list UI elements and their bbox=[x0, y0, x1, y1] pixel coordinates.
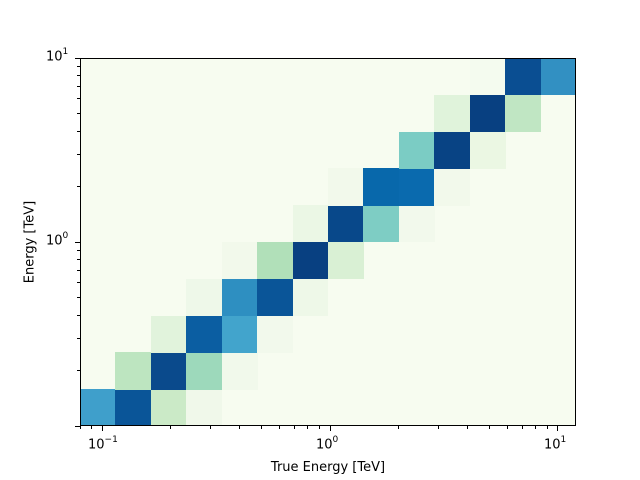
heatmap-cell bbox=[540, 58, 577, 96]
heatmap-cell bbox=[186, 389, 223, 427]
tick-mark bbox=[77, 314, 80, 316]
tick-mark bbox=[79, 426, 81, 429]
tick-mark bbox=[170, 426, 172, 429]
heatmap-cell bbox=[398, 131, 435, 169]
tick-mark bbox=[307, 426, 309, 429]
tick-mark bbox=[77, 249, 80, 251]
y-tick-label: 100 bbox=[46, 231, 69, 249]
tick-mark bbox=[260, 426, 262, 429]
heatmap-cell bbox=[505, 94, 542, 133]
tick-mark bbox=[557, 426, 559, 431]
heatmap-cell bbox=[186, 278, 223, 317]
heatmap-cell bbox=[469, 131, 506, 169]
y-tick-label: 101 bbox=[46, 47, 69, 65]
heatmap-cell bbox=[434, 131, 471, 169]
tick-mark bbox=[101, 426, 103, 431]
heatmap-cell bbox=[257, 242, 294, 280]
x-tick-label: 10−1 bbox=[88, 435, 118, 453]
tick-mark bbox=[488, 426, 490, 429]
heatmap-cell bbox=[221, 352, 258, 390]
tick-mark bbox=[77, 98, 80, 100]
tick-mark bbox=[91, 426, 93, 429]
tick-mark bbox=[535, 426, 537, 429]
heatmap-cell bbox=[186, 352, 223, 390]
x-tick-label: 101 bbox=[544, 435, 567, 453]
heatmap-cell bbox=[115, 389, 152, 427]
tick-mark bbox=[398, 426, 400, 429]
heatmap-cell bbox=[186, 315, 223, 353]
tick-mark bbox=[77, 296, 80, 298]
tick-mark bbox=[522, 426, 524, 429]
tick-mark bbox=[75, 241, 80, 243]
heatmap-cell bbox=[115, 352, 152, 390]
x-tick-label: 100 bbox=[316, 435, 339, 453]
heatmap-cell bbox=[292, 242, 329, 280]
heatmap-cell bbox=[257, 315, 294, 353]
tick-mark bbox=[547, 426, 549, 429]
tick-mark bbox=[319, 426, 321, 429]
tick-mark bbox=[77, 112, 80, 114]
heatmap-cell bbox=[150, 352, 187, 390]
heatmap-cell bbox=[257, 278, 294, 317]
tick-mark bbox=[77, 65, 80, 67]
heatmap-cell bbox=[505, 58, 542, 96]
tick-mark bbox=[238, 426, 240, 429]
tick-mark bbox=[278, 426, 280, 429]
heatmap-cell bbox=[328, 205, 364, 243]
tick-mark bbox=[77, 259, 80, 261]
heatmap-plot-area bbox=[80, 58, 577, 427]
tick-mark bbox=[466, 426, 468, 429]
heatmap-cell bbox=[328, 242, 364, 280]
tick-mark bbox=[77, 270, 80, 271]
heatmap-cell bbox=[363, 168, 400, 206]
tick-mark bbox=[506, 426, 508, 429]
heatmap-cell bbox=[221, 315, 258, 353]
x-axis-label: True Energy [TeV] bbox=[270, 460, 386, 475]
y-axis-label: Energy [TeV] bbox=[22, 200, 38, 284]
tick-mark bbox=[77, 130, 80, 132]
tick-mark bbox=[77, 282, 80, 284]
tick-mark bbox=[77, 337, 80, 339]
heatmap-cell bbox=[469, 94, 506, 133]
heatmap-cell bbox=[363, 205, 400, 243]
heatmap-cell bbox=[398, 205, 435, 243]
tick-mark bbox=[75, 425, 80, 427]
heatmap-cell bbox=[469, 58, 506, 96]
heatmap-cell bbox=[292, 278, 329, 317]
tick-mark bbox=[77, 75, 80, 77]
tick-mark bbox=[210, 426, 212, 429]
tick-mark bbox=[77, 153, 80, 155]
heatmap-cell bbox=[434, 168, 471, 206]
heatmap-cell bbox=[221, 278, 258, 317]
tick-mark bbox=[77, 86, 80, 87]
heatmap-cell bbox=[398, 168, 435, 206]
tick-mark bbox=[77, 186, 80, 188]
heatmap-cell bbox=[328, 168, 364, 206]
heatmap-cell bbox=[292, 205, 329, 243]
heatmap-cell bbox=[150, 389, 187, 427]
tick-mark bbox=[438, 426, 440, 429]
heatmap-cell bbox=[80, 389, 116, 427]
heatmap-cell bbox=[150, 315, 187, 353]
tick-mark bbox=[329, 426, 331, 431]
tick-mark bbox=[294, 426, 296, 429]
tick-mark bbox=[77, 370, 80, 372]
heatmap-cell bbox=[221, 242, 258, 280]
heatmap-cell bbox=[434, 94, 471, 133]
tick-mark bbox=[75, 57, 80, 59]
